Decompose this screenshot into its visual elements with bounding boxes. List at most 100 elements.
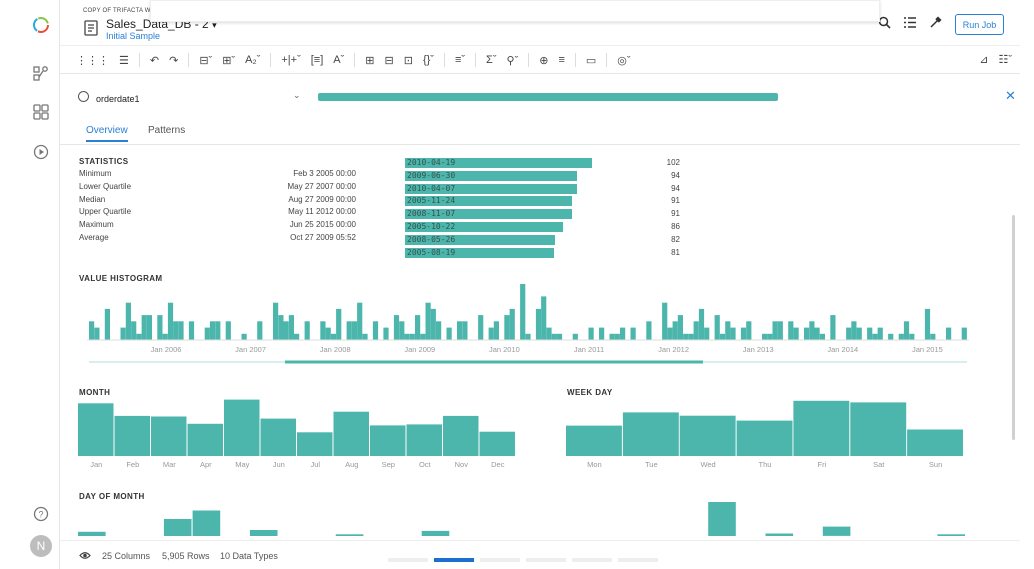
histogram-bar[interactable] — [94, 327, 100, 340]
histogram-bar[interactable] — [620, 327, 626, 340]
day-of-month-bar[interactable] — [192, 510, 221, 537]
histogram-bar[interactable] — [167, 302, 174, 340]
page-dot[interactable] — [480, 558, 520, 562]
category-bar[interactable] — [443, 415, 479, 456]
histogram-bar[interactable] — [588, 327, 594, 340]
histogram-bar[interactable] — [777, 321, 783, 340]
histogram-bar[interactable] — [404, 333, 410, 340]
top-value-bar[interactable] — [405, 209, 572, 220]
histogram-bar[interactable] — [704, 327, 710, 340]
histogram-bar[interactable] — [225, 321, 231, 340]
category-bar[interactable] — [622, 412, 679, 456]
merge-icon[interactable]: ⊞ˇ — [222, 54, 236, 67]
histogram-bar[interactable] — [209, 321, 216, 340]
histogram-bar[interactable] — [204, 327, 210, 340]
join-icon[interactable]: ⊕ — [539, 54, 549, 67]
histogram-bar[interactable] — [409, 333, 415, 340]
day-of-month-bar[interactable] — [822, 526, 851, 536]
list-view-icon[interactable]: ☰ — [119, 54, 129, 67]
datetime-type-icon[interactable] — [78, 91, 89, 102]
histogram-bar[interactable] — [493, 321, 499, 340]
histogram-bar[interactable] — [325, 327, 331, 340]
histogram-bar[interactable] — [188, 321, 195, 340]
histogram-bar[interactable] — [877, 327, 883, 340]
histogram-bar[interactable] — [809, 321, 815, 340]
run-job-button[interactable]: Run Job — [955, 14, 1004, 35]
day-of-month-bar[interactable] — [765, 533, 794, 537]
user-avatar[interactable]: N — [30, 535, 52, 557]
week-day-chart[interactable]: Mon Tue Wed Thu Fri Sat Sun — [564, 394, 969, 474]
histogram-bar[interactable] — [541, 296, 547, 340]
column-list-icon[interactable] — [903, 16, 917, 32]
page-dot-active[interactable] — [434, 558, 474, 562]
top-value-bar[interactable] — [405, 234, 556, 245]
histogram-bar[interactable] — [546, 327, 552, 340]
histogram-bar[interactable] — [888, 333, 894, 340]
eye-icon[interactable] — [79, 551, 91, 562]
histogram-bar[interactable] — [535, 308, 542, 340]
day-of-month-bar[interactable] — [163, 519, 192, 536]
histogram-bar[interactable] — [730, 327, 736, 340]
day-of-month-bar[interactable] — [421, 530, 450, 536]
top-value-bar[interactable] — [405, 170, 578, 181]
histogram-bar[interactable] — [383, 327, 389, 340]
histogram-bar[interactable] — [851, 321, 857, 340]
histogram-bar[interactable] — [393, 315, 400, 340]
category-bar[interactable] — [78, 403, 114, 456]
histogram-bar[interactable] — [762, 333, 768, 340]
tab-overview[interactable]: Overview — [86, 125, 128, 142]
histogram-bar[interactable] — [304, 321, 310, 340]
histogram-bar[interactable] — [288, 315, 294, 340]
histogram-bar[interactable] — [178, 321, 184, 340]
histogram-bar[interactable] — [856, 327, 862, 340]
range-brush-selection[interactable] — [285, 360, 703, 364]
histogram-bar[interactable] — [362, 333, 368, 340]
chevron-down-icon[interactable]: ▾ — [212, 20, 217, 30]
category-bar[interactable] — [850, 402, 907, 456]
filter-icon[interactable]: ≡ˇ — [454, 54, 466, 66]
histogram-bar[interactable] — [525, 333, 531, 340]
histogram-bar[interactable] — [504, 315, 510, 340]
histogram-bar[interactable] — [509, 308, 515, 340]
panel-scrollbar[interactable] — [1012, 215, 1015, 440]
histogram-bar[interactable] — [320, 321, 326, 340]
histogram-bar[interactable] — [551, 333, 557, 340]
histogram-bar[interactable] — [804, 327, 810, 340]
pivot-icon[interactable]: ⚲ˇ — [506, 54, 519, 67]
trifacta-logo-icon[interactable] — [30, 14, 52, 36]
histogram-bar[interactable] — [961, 327, 967, 340]
histogram-bar[interactable] — [336, 308, 342, 340]
histogram-bar[interactable] — [162, 333, 168, 340]
histogram-bar[interactable] — [462, 321, 468, 340]
histogram-bar[interactable] — [273, 302, 279, 340]
histogram-bar[interactable] — [740, 327, 747, 340]
histogram-bar[interactable] — [120, 327, 126, 340]
histogram-bar[interactable] — [677, 315, 683, 340]
category-bar[interactable] — [151, 416, 187, 457]
histogram-bar[interactable] — [173, 321, 179, 340]
histogram-bar[interactable] — [646, 321, 652, 340]
histogram-bar[interactable] — [399, 321, 405, 340]
histogram-bar[interactable] — [672, 321, 678, 340]
histogram-bar[interactable] — [698, 308, 705, 340]
histogram-bar[interactable] — [867, 327, 873, 340]
flow-icon[interactable] — [30, 62, 52, 84]
histogram-bar[interactable] — [241, 333, 247, 340]
help-icon[interactable]: ? — [30, 503, 52, 525]
histogram-bar[interactable] — [346, 321, 352, 340]
comment-icon[interactable]: ▭ — [585, 54, 597, 67]
histogram-bar[interactable] — [425, 302, 431, 340]
histogram-bar[interactable] — [872, 333, 878, 340]
histogram-bar[interactable] — [446, 327, 452, 340]
page-dot[interactable] — [618, 558, 658, 562]
histogram-bar[interactable] — [478, 315, 484, 340]
histogram-bar[interactable] — [420, 333, 426, 340]
format-text-icon[interactable]: Aˇ — [333, 54, 345, 66]
histogram-bar[interactable] — [746, 321, 752, 340]
category-bar[interactable] — [260, 418, 297, 456]
top-value-bar[interactable] — [405, 222, 563, 232]
histogram-bar[interactable] — [457, 321, 463, 340]
histogram-bar[interactable] — [278, 315, 284, 340]
top-value-bar[interactable] — [405, 158, 592, 168]
redo-icon[interactable]: ↷ — [169, 54, 179, 67]
